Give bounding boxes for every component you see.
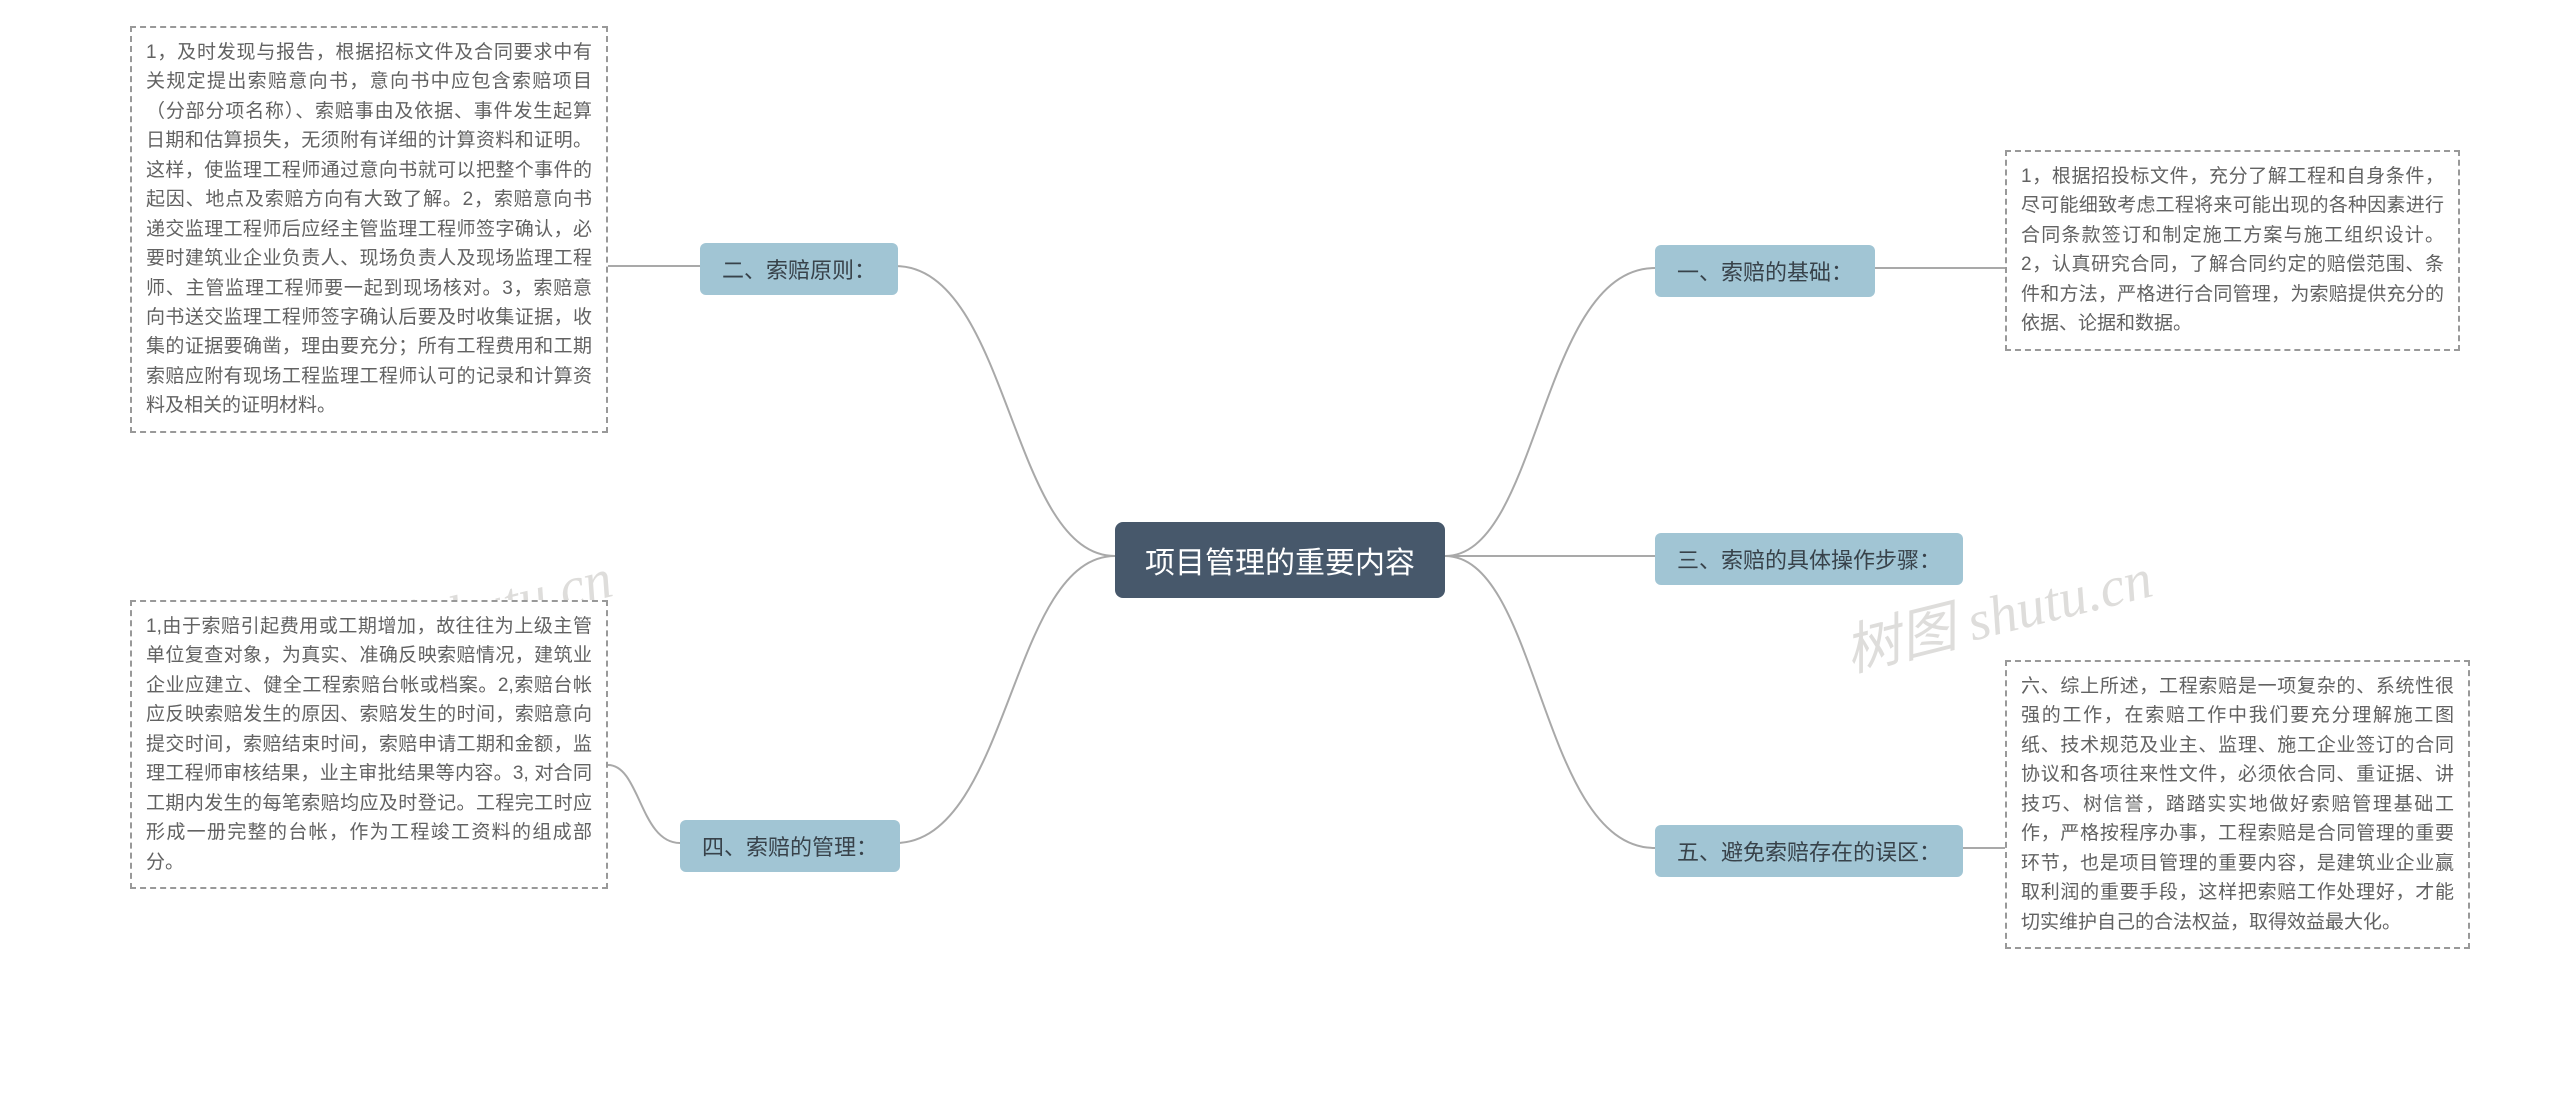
leaf-basis[interactable]: 1，根据招投标文件，充分了解工程和自身条件，尽可能细致考虑工程将来可能出现的各种…	[2005, 150, 2460, 351]
leaf-principle[interactable]: 1，及时发现与报告，根据招标文件及合同要求中有关规定提出索赔意向书，意向书中应包…	[130, 26, 608, 433]
node-avoid[interactable]: 五、避免索赔存在的误区：	[1655, 825, 1963, 877]
leaf-management[interactable]: 1,由于索赔引起费用或工期增加，故往往为上级主管单位复查对象，为真实、准确反映索…	[130, 600, 608, 889]
root-node[interactable]: 项目管理的重要内容	[1115, 522, 1445, 598]
leaf-avoid[interactable]: 六、综上所述，工程索赔是一项复杂的、系统性很强的工作，在索赔工作中我们要充分理解…	[2005, 660, 2470, 949]
node-principle[interactable]: 二、索赔原则：	[700, 243, 898, 295]
node-steps[interactable]: 三、索赔的具体操作步骤：	[1655, 533, 1963, 585]
node-management[interactable]: 四、索赔的管理：	[680, 820, 900, 872]
node-basis[interactable]: 一、索赔的基础：	[1655, 245, 1875, 297]
